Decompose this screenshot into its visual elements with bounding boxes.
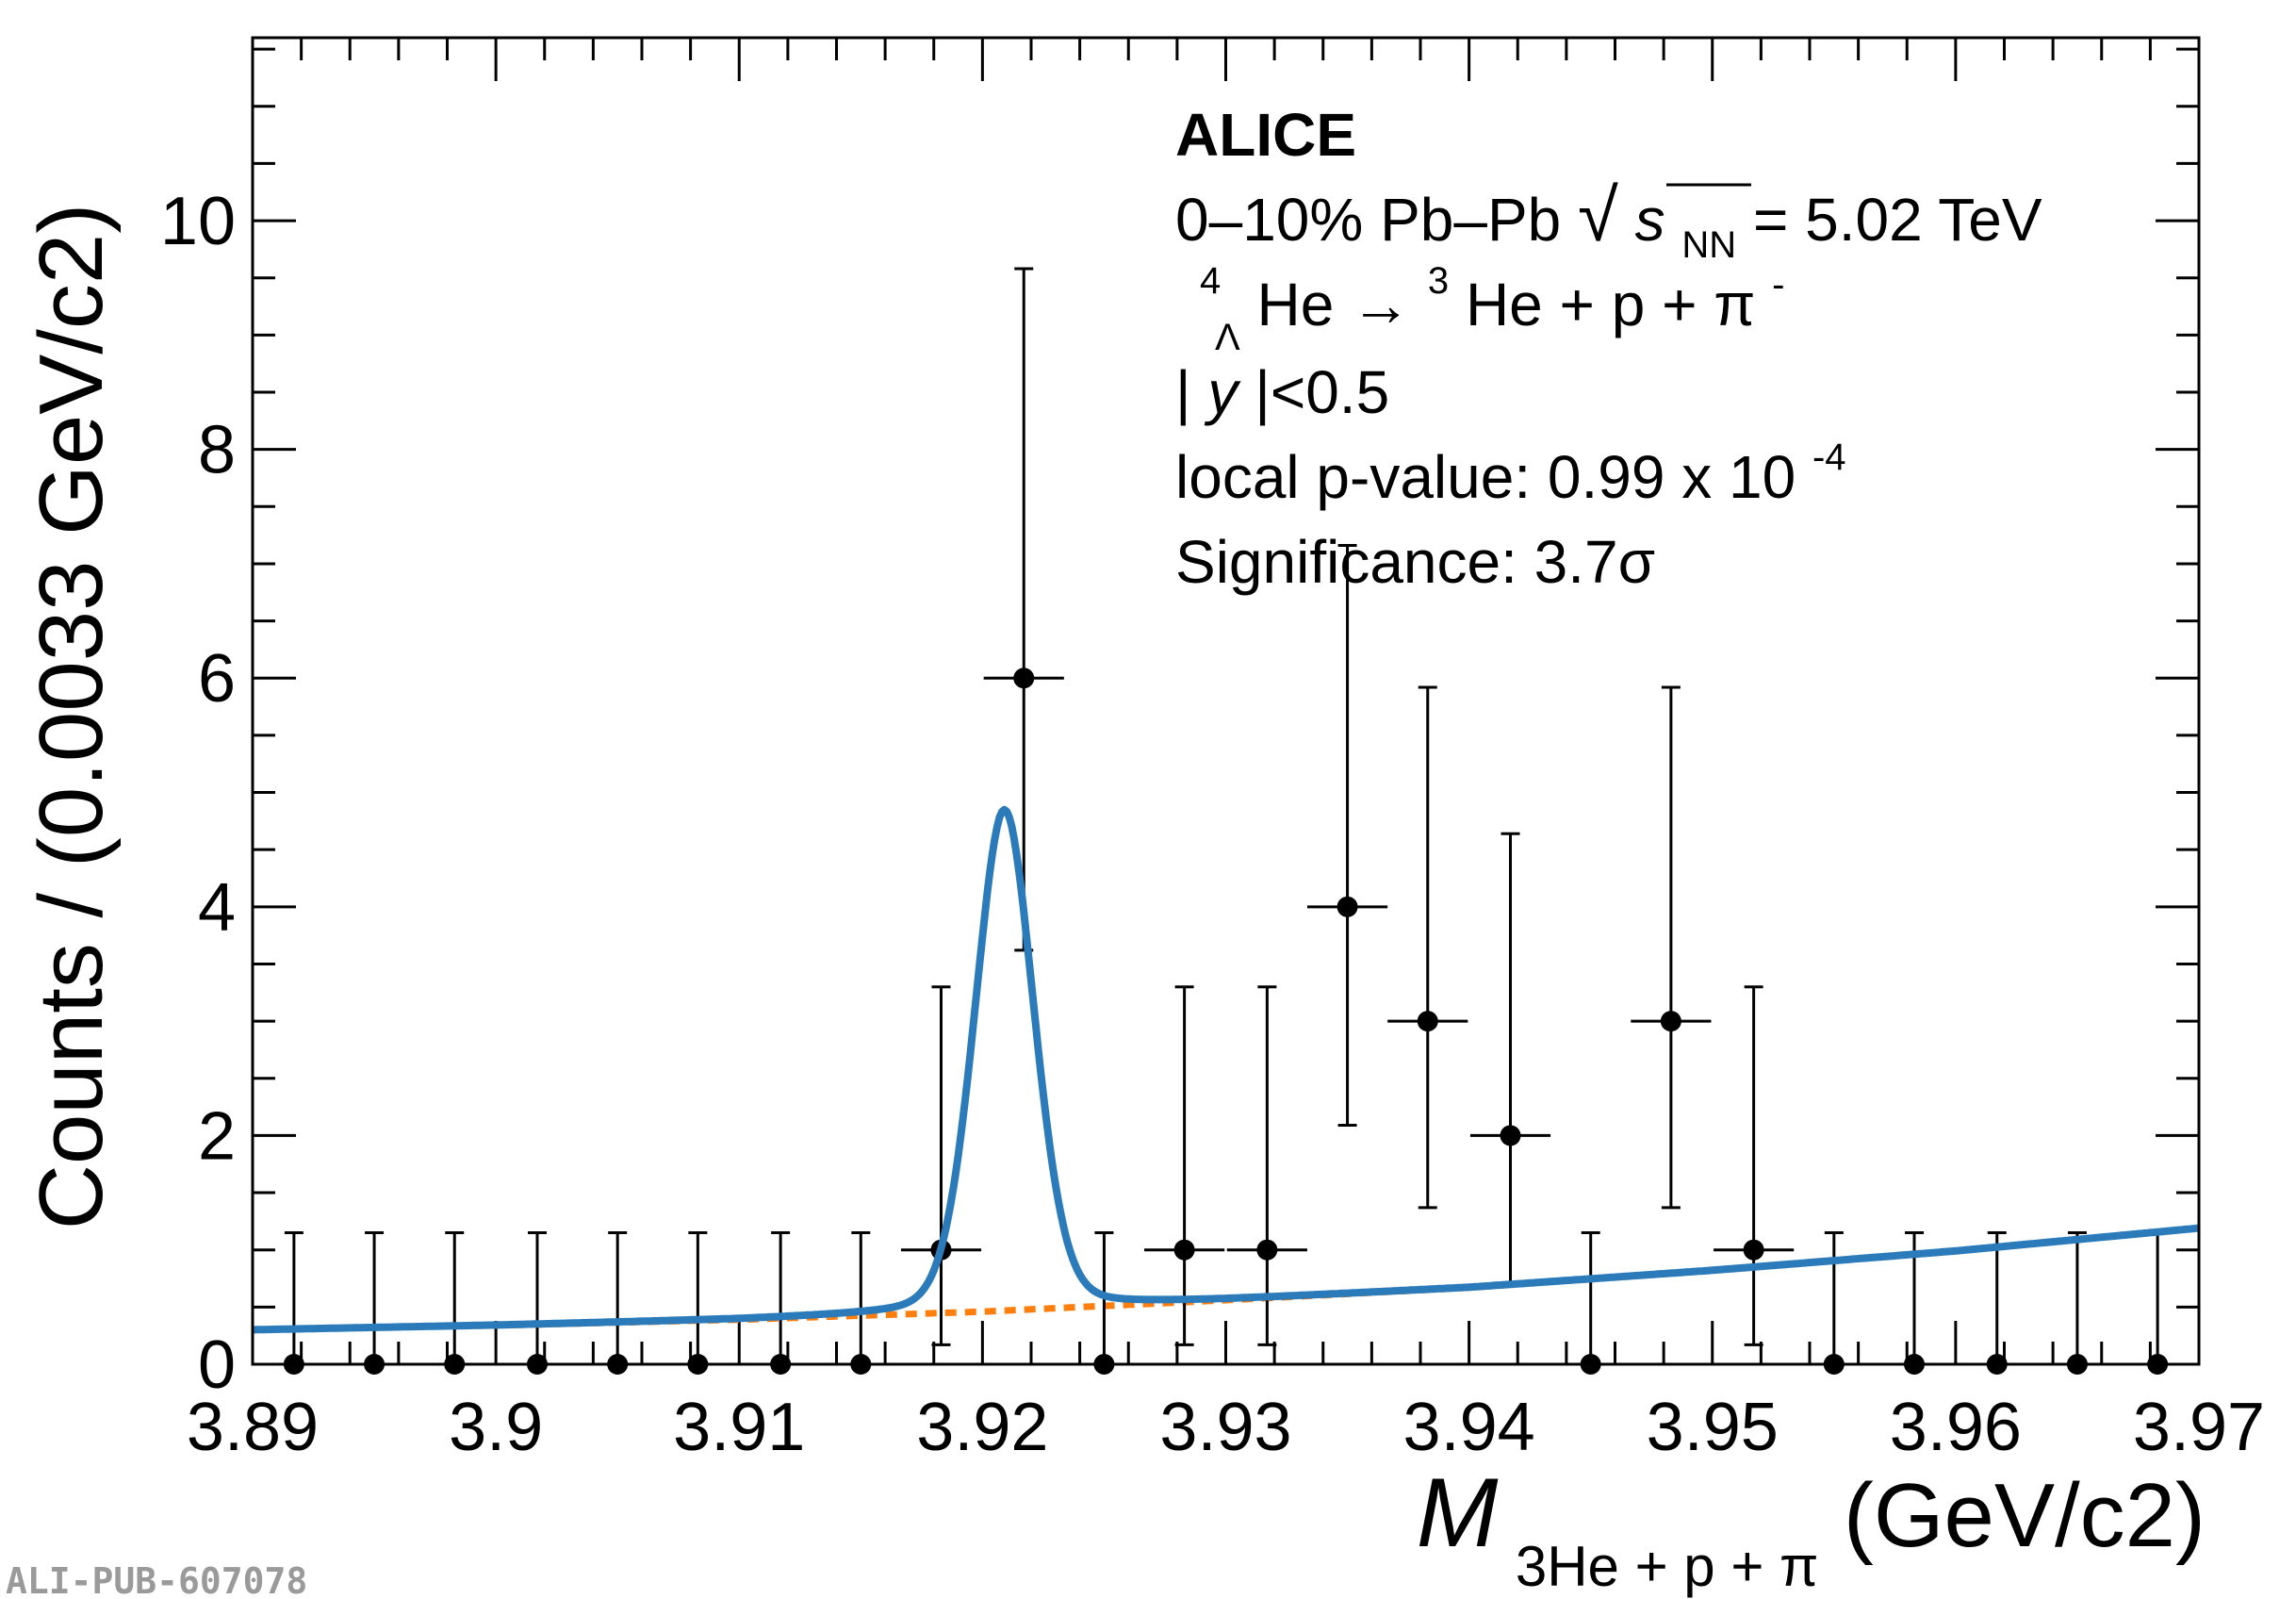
- p-value-label: local p-value: 0.99 x 10 -4: [1175, 437, 1846, 511]
- data-marker: [1256, 1239, 1278, 1261]
- data-marker: [1337, 896, 1358, 917]
- rapidity-cut-label: | y |<0.5: [1175, 358, 1389, 426]
- decay-channel-label: 4 Λ He → 3 He + p + π -: [1200, 239, 1784, 363]
- data-marker: [1417, 1011, 1438, 1032]
- signal-fit-line: [251, 805, 2201, 1334]
- x-tick-label: 3.94: [1403, 1390, 1535, 1465]
- data-point: [1226, 985, 1307, 1346]
- y-tick-label: 4: [198, 870, 236, 946]
- plot-area: [251, 267, 2201, 1375]
- x-tick-label: 3.93: [1159, 1390, 1291, 1465]
- y-tick-label: 2: [198, 1098, 236, 1174]
- x-tick-label: 3.91: [673, 1390, 805, 1465]
- publication-id: ALI-PUB-607078: [6, 1560, 307, 1599]
- data-point: [1631, 685, 1712, 1210]
- plot-frame: [251, 36, 2201, 1366]
- significance-label: Significance: 3.7σ: [1175, 528, 1655, 596]
- experiment-label: ALICE: [1175, 101, 1356, 169]
- y-tick-label: 6: [198, 641, 236, 717]
- annotation-block: ALICE 0–10% Pb–Pb √ s NN = 5.02 TeV 4 Λ …: [1175, 101, 2042, 596]
- data-point: [1714, 985, 1795, 1346]
- data-point: [1306, 544, 1388, 1127]
- x-tick-label: 3.89: [187, 1390, 319, 1465]
- x-tick-label: 3.92: [916, 1390, 1048, 1465]
- x-tick-label: 3.9: [449, 1390, 543, 1465]
- x-axis-label: M 3He + p + π (GeV/c2): [1417, 1459, 2206, 1598]
- data-marker: [1173, 1239, 1195, 1261]
- y-tick-label: 10: [160, 184, 236, 259]
- y-axis-label: Counts / (0.0033 GeV/c2): [21, 204, 122, 1230]
- y-tick-label: 0: [198, 1327, 236, 1403]
- x-tick-label: 3.97: [2133, 1390, 2265, 1465]
- data-point: [1387, 685, 1468, 1210]
- data-point: [1144, 985, 1225, 1346]
- data-point: [1469, 832, 1551, 1285]
- data-marker: [1013, 668, 1035, 689]
- y-tick-label: 8: [198, 413, 236, 488]
- x-tick-label: 3.96: [1890, 1390, 2022, 1465]
- y-tick-labels: 0 2 4 6 8 10: [160, 184, 236, 1403]
- data-marker: [1743, 1239, 1764, 1261]
- data-marker: [1660, 1011, 1681, 1032]
- collision-system-label: 0–10% Pb–Pb √ s NN = 5.02 TeV: [1175, 173, 2042, 271]
- data-marker: [1500, 1125, 1521, 1146]
- data-point: [983, 267, 1064, 952]
- x-tick-label: 3.95: [1647, 1390, 1779, 1465]
- x-tick-labels: 3.89 3.9 3.91 3.92 3.93 3.94 3.95 3.96 3.97: [187, 1390, 2265, 1465]
